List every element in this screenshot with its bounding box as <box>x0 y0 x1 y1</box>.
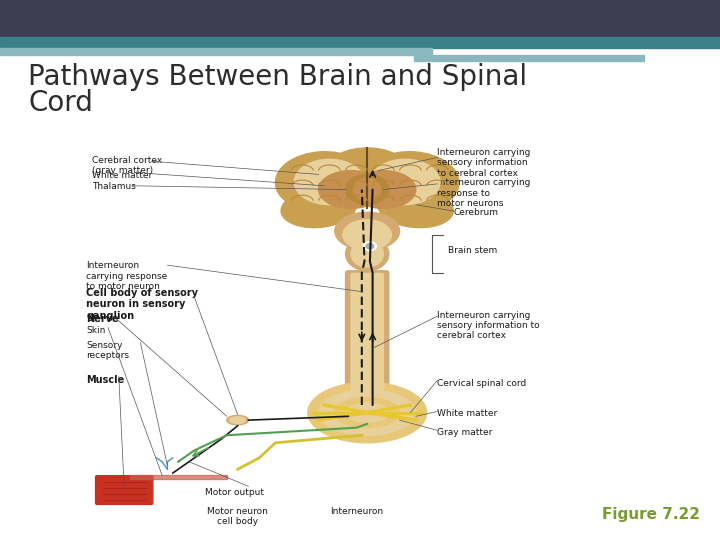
Text: Brain stem: Brain stem <box>448 246 498 255</box>
Circle shape <box>364 242 377 251</box>
Ellipse shape <box>346 403 389 422</box>
Text: Interneuron: Interneuron <box>330 507 383 516</box>
Ellipse shape <box>378 189 454 228</box>
Text: White matter: White matter <box>92 171 152 180</box>
Ellipse shape <box>318 390 416 435</box>
Ellipse shape <box>294 159 364 205</box>
Circle shape <box>366 244 374 249</box>
Text: Figure 7.22: Figure 7.22 <box>602 507 700 522</box>
Bar <box>0 37 720 48</box>
Text: Interneuron carrying
response to
motor neurons: Interneuron carrying response to motor n… <box>438 178 531 208</box>
Text: Pathways Between Brain and Spinal: Pathways Between Brain and Spinal <box>28 63 527 91</box>
Bar <box>0 48 432 55</box>
Text: White matter: White matter <box>438 409 498 418</box>
Text: Motor output: Motor output <box>205 488 264 497</box>
FancyBboxPatch shape <box>96 476 153 504</box>
Ellipse shape <box>362 152 459 212</box>
Ellipse shape <box>351 240 383 267</box>
Text: Thalamus: Thalamus <box>92 182 135 191</box>
Ellipse shape <box>329 148 405 186</box>
Ellipse shape <box>227 415 248 425</box>
Bar <box>130 475 227 478</box>
Ellipse shape <box>351 171 416 208</box>
Ellipse shape <box>343 220 392 250</box>
Text: Interneuron carrying
sensory information
to cerebral cortex: Interneuron carrying sensory information… <box>438 148 531 178</box>
Text: Muscle: Muscle <box>86 375 125 385</box>
Text: Cell body of sensory
neuron in sensory
ganglion: Cell body of sensory neuron in sensory g… <box>86 288 199 321</box>
Text: Skin: Skin <box>86 326 106 335</box>
Bar <box>0 0 720 37</box>
Text: Nerve: Nerve <box>86 314 119 325</box>
Text: Interneuron carrying
sensory information to
cerebral cortex: Interneuron carrying sensory information… <box>438 310 540 340</box>
Ellipse shape <box>276 152 372 212</box>
Ellipse shape <box>281 189 356 228</box>
Text: Cerebrum: Cerebrum <box>454 208 498 218</box>
FancyBboxPatch shape <box>351 273 383 435</box>
Text: Cervical spinal cord: Cervical spinal cord <box>438 379 526 388</box>
Bar <box>414 55 644 60</box>
Text: Gray matter: Gray matter <box>438 428 492 437</box>
Ellipse shape <box>335 397 400 428</box>
Text: Motor neuron
cell body: Motor neuron cell body <box>207 507 268 526</box>
Ellipse shape <box>346 237 389 271</box>
Ellipse shape <box>230 417 246 423</box>
FancyBboxPatch shape <box>346 271 389 437</box>
Ellipse shape <box>346 174 389 205</box>
Ellipse shape <box>307 382 426 443</box>
Text: Interneuron
carrying response
to motor neuron: Interneuron carrying response to motor n… <box>86 261 168 291</box>
Text: Cord: Cord <box>28 89 93 117</box>
Ellipse shape <box>335 212 400 250</box>
Text: Cerebral cortex
(gray matter): Cerebral cortex (gray matter) <box>92 156 162 175</box>
Ellipse shape <box>370 159 440 205</box>
Ellipse shape <box>340 174 395 205</box>
Text: Sensory
receptors: Sensory receptors <box>86 341 130 360</box>
Ellipse shape <box>319 171 383 208</box>
Ellipse shape <box>354 178 381 201</box>
